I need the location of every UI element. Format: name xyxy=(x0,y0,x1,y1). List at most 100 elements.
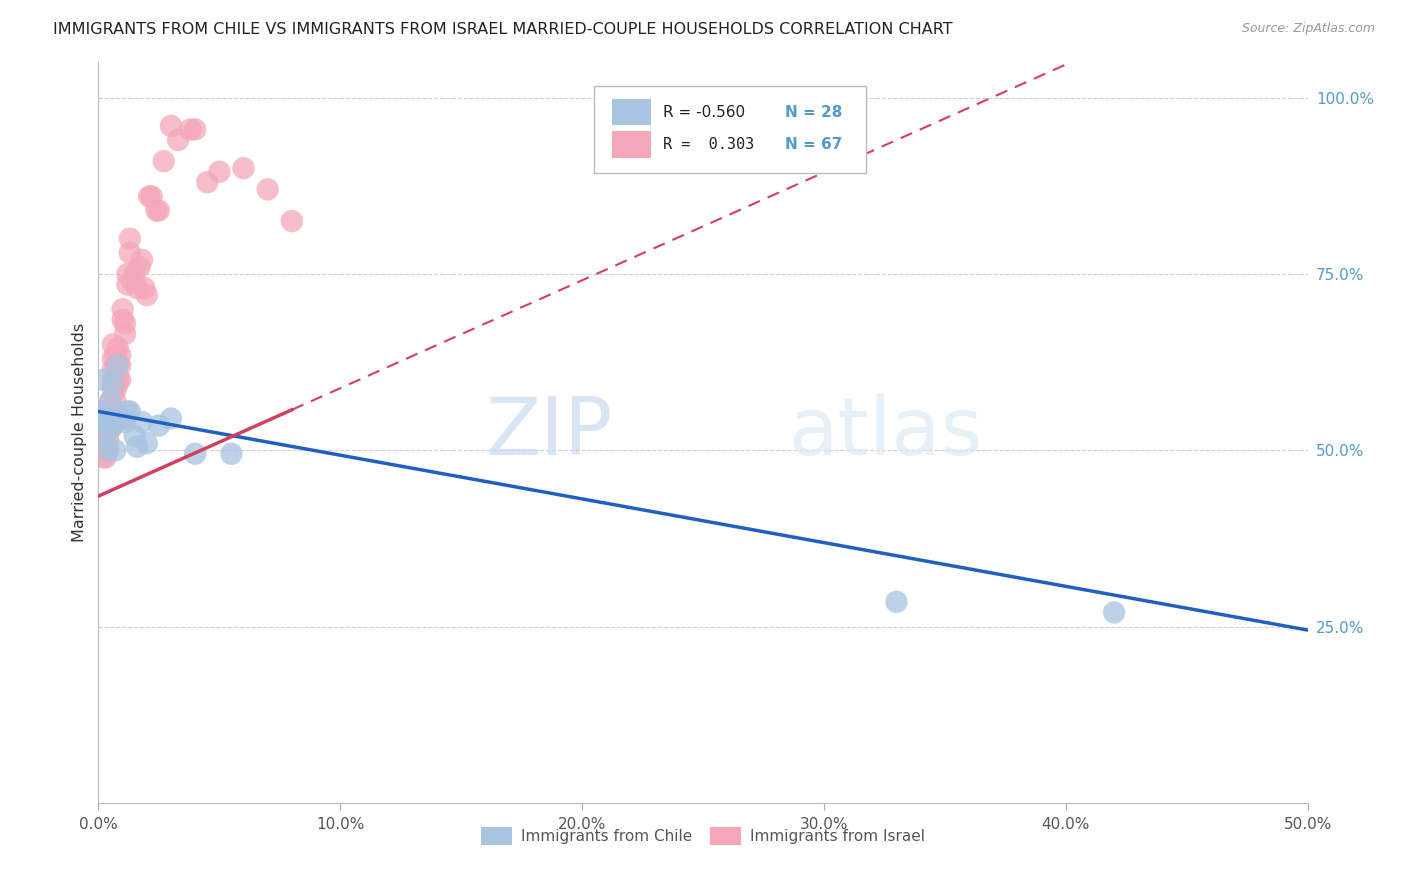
Point xyxy=(91,411,114,425)
Point xyxy=(111,313,134,327)
Point xyxy=(91,422,114,436)
Point xyxy=(107,359,129,373)
Point xyxy=(97,404,120,418)
Point xyxy=(135,436,157,450)
Point xyxy=(94,404,117,418)
Point xyxy=(160,119,183,133)
FancyBboxPatch shape xyxy=(613,131,651,158)
Point xyxy=(160,411,183,425)
Point xyxy=(97,433,120,447)
Point xyxy=(97,443,120,458)
Point xyxy=(121,274,143,288)
Point xyxy=(152,154,174,169)
Text: R =  0.303: R = 0.303 xyxy=(664,137,755,153)
Y-axis label: Married-couple Households: Married-couple Households xyxy=(72,323,87,542)
Point xyxy=(101,384,124,398)
Point xyxy=(94,440,117,454)
Point xyxy=(107,355,129,369)
Point xyxy=(91,373,114,387)
Point xyxy=(114,326,136,341)
Point xyxy=(114,415,136,429)
Point xyxy=(91,450,114,465)
Point xyxy=(131,252,153,267)
Point xyxy=(148,203,170,218)
Point xyxy=(1102,606,1125,620)
Point xyxy=(91,411,114,425)
Point xyxy=(104,348,127,362)
Point xyxy=(127,440,149,454)
Point xyxy=(97,422,120,436)
Point xyxy=(94,429,117,443)
Point xyxy=(94,450,117,465)
Point xyxy=(886,595,908,609)
Legend: Immigrants from Chile, Immigrants from Israel: Immigrants from Chile, Immigrants from I… xyxy=(475,821,931,851)
Point xyxy=(100,411,122,425)
Point xyxy=(94,411,117,425)
Point xyxy=(107,369,129,384)
Point xyxy=(100,404,122,418)
Point xyxy=(127,281,149,295)
Point xyxy=(97,411,120,425)
Point xyxy=(256,182,278,196)
Point xyxy=(104,411,127,425)
Point xyxy=(118,404,141,418)
Point xyxy=(101,373,124,387)
Point xyxy=(111,302,134,317)
Point xyxy=(108,411,131,425)
Point xyxy=(145,203,167,218)
Point xyxy=(135,288,157,302)
Point xyxy=(100,393,122,408)
Point xyxy=(111,411,134,425)
Point xyxy=(101,351,124,366)
Point xyxy=(134,281,156,295)
FancyBboxPatch shape xyxy=(613,99,651,126)
Point xyxy=(101,362,124,376)
Point xyxy=(128,260,150,274)
Point xyxy=(124,267,146,281)
Point xyxy=(184,122,207,136)
Text: N = 28: N = 28 xyxy=(785,104,842,120)
Point xyxy=(221,447,243,461)
Text: Source: ZipAtlas.com: Source: ZipAtlas.com xyxy=(1241,22,1375,36)
Point xyxy=(94,415,117,429)
Point xyxy=(167,133,190,147)
Point xyxy=(114,316,136,330)
Point xyxy=(117,267,139,281)
Point xyxy=(108,373,131,387)
Point xyxy=(281,214,304,228)
Point xyxy=(100,393,122,408)
Point xyxy=(104,373,127,387)
Point xyxy=(118,232,141,246)
Point xyxy=(104,393,127,408)
Text: atlas: atlas xyxy=(787,393,981,472)
Point xyxy=(90,404,112,418)
Point xyxy=(138,189,160,203)
Point xyxy=(104,384,127,398)
Point xyxy=(90,404,112,418)
Text: R = -0.560: R = -0.560 xyxy=(664,104,745,120)
Point xyxy=(117,404,139,418)
Point xyxy=(104,443,127,458)
Point xyxy=(100,422,122,436)
Text: ZIP: ZIP xyxy=(485,393,613,472)
Point xyxy=(90,440,112,454)
Point xyxy=(124,429,146,443)
Text: N = 67: N = 67 xyxy=(785,137,842,153)
Point xyxy=(131,415,153,429)
Point xyxy=(195,175,218,189)
Point xyxy=(101,418,124,433)
Point xyxy=(101,337,124,351)
Point xyxy=(107,376,129,391)
Point xyxy=(101,376,124,391)
Point xyxy=(208,165,231,179)
Point xyxy=(97,443,120,458)
Point xyxy=(108,359,131,373)
Point xyxy=(90,418,112,433)
Point xyxy=(91,440,114,454)
Point xyxy=(118,245,141,260)
Point xyxy=(108,348,131,362)
Point xyxy=(107,341,129,355)
FancyBboxPatch shape xyxy=(595,87,866,173)
Point xyxy=(184,447,207,461)
Point xyxy=(117,277,139,292)
